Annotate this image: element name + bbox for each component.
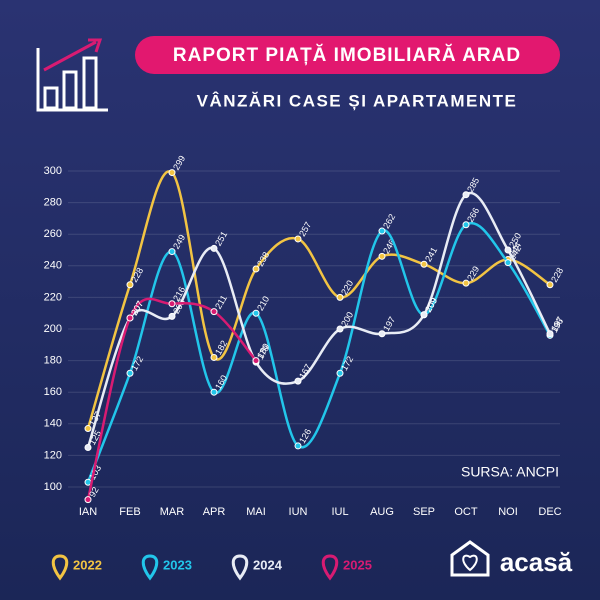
legend-label: 2025 [343,557,372,572]
x-tick-label: APR [203,506,226,518]
y-tick-label: 100 [44,481,62,493]
data-point [294,442,302,450]
data-point [126,281,134,289]
brand-logo [450,540,490,577]
series-line [86,221,552,483]
data-point [84,444,92,451]
data-point [378,330,386,338]
x-tick-label: FEB [119,506,140,518]
data-point [210,353,218,361]
data-point [252,309,260,317]
series-line [86,170,551,429]
x-tick-label: OCT [454,506,478,518]
y-tick-label: 200 [44,323,62,335]
data-point [252,265,260,273]
data-point [504,246,512,254]
data-point [546,281,554,289]
data-point [420,311,428,319]
data-point [210,308,218,316]
chart-title: RAPORT PIAȚĂ IMOBILIARĂ ARAD [173,44,521,66]
x-tick-label: NOI [498,506,518,518]
x-tick-label: MAR [160,506,185,518]
title-pill [135,36,560,74]
data-point [168,248,176,256]
data-point [546,330,554,338]
legend-label: 2023 [163,557,192,572]
data-point [462,221,470,229]
legend-label: 2022 [73,557,102,572]
x-tick-label: IAN [79,506,97,518]
series-line [86,191,552,448]
data-point [84,496,92,504]
data-point [336,325,344,333]
icon-chart [36,38,108,112]
y-tick-label: 160 [44,386,62,398]
data-point [294,377,302,385]
x-tick-label: AUG [370,506,394,518]
series-line [86,297,257,500]
x-tick-label: MAI [246,506,266,518]
data-point [252,357,260,365]
legend-pin [231,554,249,581]
y-tick-label: 300 [44,165,62,177]
data-point [420,260,428,268]
brand: acasă [500,547,573,577]
y-tick-label: 260 [44,228,62,240]
data-label: 92 [87,485,101,499]
data-point [126,314,134,322]
x-tick-label: DEC [538,506,561,518]
data-point [336,293,344,301]
legend-label: 2024 [253,557,283,572]
legend-pin [51,554,69,581]
data-point [504,259,512,267]
x-tick-label: IUL [331,506,348,518]
chart-subtitle: VÂNZĂRI CASE ȘI APARTAMENTE [197,91,518,110]
data-point [378,227,386,235]
data-point [168,169,176,177]
data-point [210,388,218,396]
data-point [378,252,386,260]
source: SURSA: ANCPI [461,464,559,480]
data-point [294,235,302,243]
data-point [462,191,470,199]
x-tick-label: SEP [413,506,435,518]
x-tick-label: IUN [289,506,308,518]
data-point [462,279,470,287]
legend-pin [321,554,339,581]
data-point [210,244,218,252]
data-point [168,312,176,320]
y-tick-label: 120 [44,449,62,461]
y-tick-label: 240 [44,260,62,272]
data-point [126,369,134,377]
y-tick-label: 280 [44,197,62,209]
data-point [336,369,344,377]
y-tick-label: 220 [44,291,62,303]
y-tick-label: 140 [44,418,62,430]
data-point [84,425,92,433]
legend-pin [141,554,159,581]
y-tick-label: 180 [44,355,62,367]
data-point [168,300,176,308]
